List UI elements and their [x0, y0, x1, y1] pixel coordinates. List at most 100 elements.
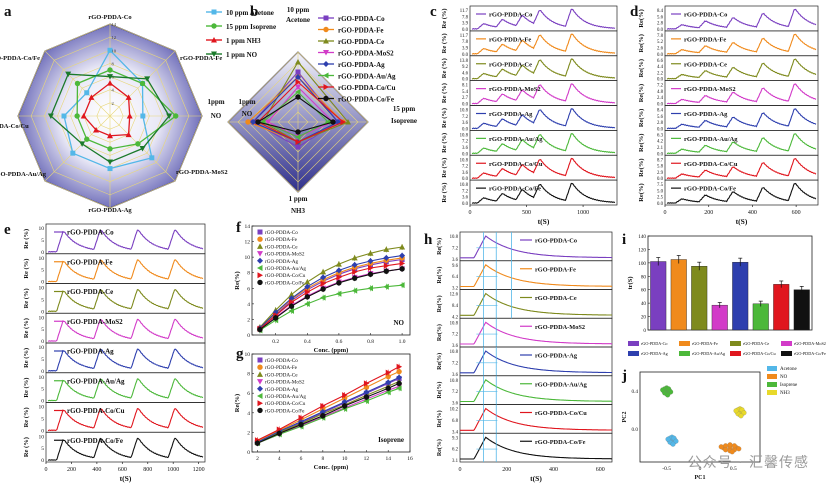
radar-a-point [107, 67, 113, 73]
response-trace [666, 157, 817, 180]
calibration-point [288, 307, 294, 314]
response-trace [47, 288, 204, 313]
y-tick-label: 0.0 [462, 28, 469, 33]
y-tick-label: 10 [39, 226, 45, 232]
y-tick-label: 3.2 [452, 287, 459, 292]
y-tick-label: 0.0 [657, 103, 664, 108]
y-axis-label: Re(%) [436, 353, 443, 370]
radar-b-point [250, 119, 256, 125]
y-axis-label: Re(%) [234, 394, 241, 412]
y-tick-label: 5 [41, 297, 44, 303]
subplot-frame [459, 260, 613, 290]
legend-text: rGO-PDDA-MoS2 [265, 252, 305, 258]
y-tick-label: 0 [41, 458, 44, 464]
legend-a-text: 1 ppm NO [226, 51, 258, 59]
y-tick-label: 3.6 [452, 402, 459, 407]
legend-marker [257, 400, 263, 407]
trace-legend-text: rGO-PDDA-MoS2 [684, 86, 736, 93]
pca-point [727, 442, 733, 448]
y-tick-label: 10.2 [450, 408, 459, 413]
radar-a-point [139, 146, 146, 152]
y-axis-label: Re (%) [441, 33, 448, 53]
radar-a-point [61, 113, 67, 119]
bar [691, 266, 708, 331]
gas-tag: NO [394, 319, 405, 327]
calibration-point [341, 399, 348, 406]
y-axis-label: Re (%) [441, 183, 448, 203]
y-tick-label: 2.1 [657, 146, 664, 151]
calibration-point [396, 385, 402, 392]
y-tick-label: 7.5 [657, 183, 664, 188]
pca-point [665, 436, 671, 442]
y-tick-label: 4 [247, 302, 250, 308]
calibration-point [288, 303, 295, 309]
radar-a-vertex-label: rGO-PDDA-Co/Cu [0, 123, 29, 130]
x-tick-label: 200 [67, 467, 76, 473]
y-axis-label: Re (%) [23, 259, 30, 279]
y-tick-label: 6.3 [657, 133, 664, 138]
radar-a-point [144, 76, 151, 82]
y-tick-label: 10.8 [450, 321, 459, 326]
subplot-frame [664, 179, 819, 206]
y-tick-label: 10.8 [450, 350, 459, 355]
radar-a-ring-tick: 8 [112, 61, 115, 66]
y-axis-label: Re (%) [441, 8, 448, 28]
y-tick-label: 9.3 [452, 436, 459, 441]
y-tick-label: 2.8 [657, 121, 664, 126]
panel-d-dynamic-response: d 8.45.62.80.0Re(%) rGO-PDDA-Co7.85.22.60.… [630, 4, 819, 226]
legend-a-marker [211, 51, 217, 57]
x-axis-label: t(S) [538, 217, 550, 226]
calibration-point [276, 430, 282, 437]
y-axis-label: Re(%) [234, 271, 241, 289]
y-tick-label: 6 [247, 286, 250, 292]
y-axis-label: Re (%) [23, 318, 30, 338]
trace-legend-text: rGO-PDDA-Ce [67, 288, 113, 296]
radar-b-axis-label: NH3 [291, 207, 306, 215]
panel-label: b [250, 4, 258, 20]
y-axis-label: Re(%) [436, 382, 443, 399]
legend-text: rGO-PDDA-Ag [265, 259, 299, 265]
y-tick-label: 10 [39, 434, 45, 440]
y-tick-label: 10.8 [460, 109, 469, 114]
y-tick-label: 7.2 [452, 333, 459, 338]
plot-frame [251, 353, 411, 453]
legend-marker [257, 265, 263, 271]
x-axis-label: t(S) [736, 217, 748, 226]
trace-legend-text: rGO-PDDA-Au/Ag [535, 381, 588, 388]
panel-label: j [621, 368, 627, 384]
legend-marker [257, 393, 263, 399]
y-tick-label: 2.8 [657, 22, 664, 27]
radar-a-point [107, 80, 113, 86]
legend-a-marker [211, 9, 217, 15]
calibration-point [399, 266, 405, 272]
calibration-point [320, 413, 326, 419]
legend-b-marker [323, 26, 329, 33]
trace-legend-text: rGO-PDDA-Co/Cu [489, 161, 543, 168]
legend-marker [257, 407, 263, 414]
radar-a-point [140, 113, 146, 119]
y-tick-label: 0 [41, 309, 44, 315]
x-tick-label: 12 [364, 456, 370, 462]
pulse-trace [460, 407, 612, 431]
calibration-point [320, 402, 326, 409]
trace-legend-text: rGO-PDDA-Ag [489, 111, 533, 118]
x-tick-label: 400 [92, 467, 101, 473]
subplot-frame [45, 431, 206, 463]
y-tick-label: 0.0 [462, 78, 469, 83]
x-axis-label: PC1 [695, 475, 706, 481]
y-axis-label: Re (%) [441, 133, 448, 153]
y-axis-label: PC2 [622, 412, 628, 423]
legend-marker [257, 379, 263, 385]
legend-b-text: rGO-PDDA-Fe [338, 27, 383, 35]
x-tick-label: 10 [342, 456, 348, 462]
subplot-frame [459, 346, 613, 377]
y-tick-label: 8.7 [657, 158, 664, 163]
calibration-line [257, 387, 400, 444]
legend-text: rGO-PDDA-Co [641, 341, 668, 346]
calibration-point [367, 250, 374, 256]
calibration-point [363, 394, 370, 400]
radar-b-point [295, 84, 301, 90]
radar-a-vertex-label: rGO-PDDA-Fe [180, 55, 222, 62]
calibration-point [335, 267, 342, 274]
calibration-line [259, 257, 403, 329]
